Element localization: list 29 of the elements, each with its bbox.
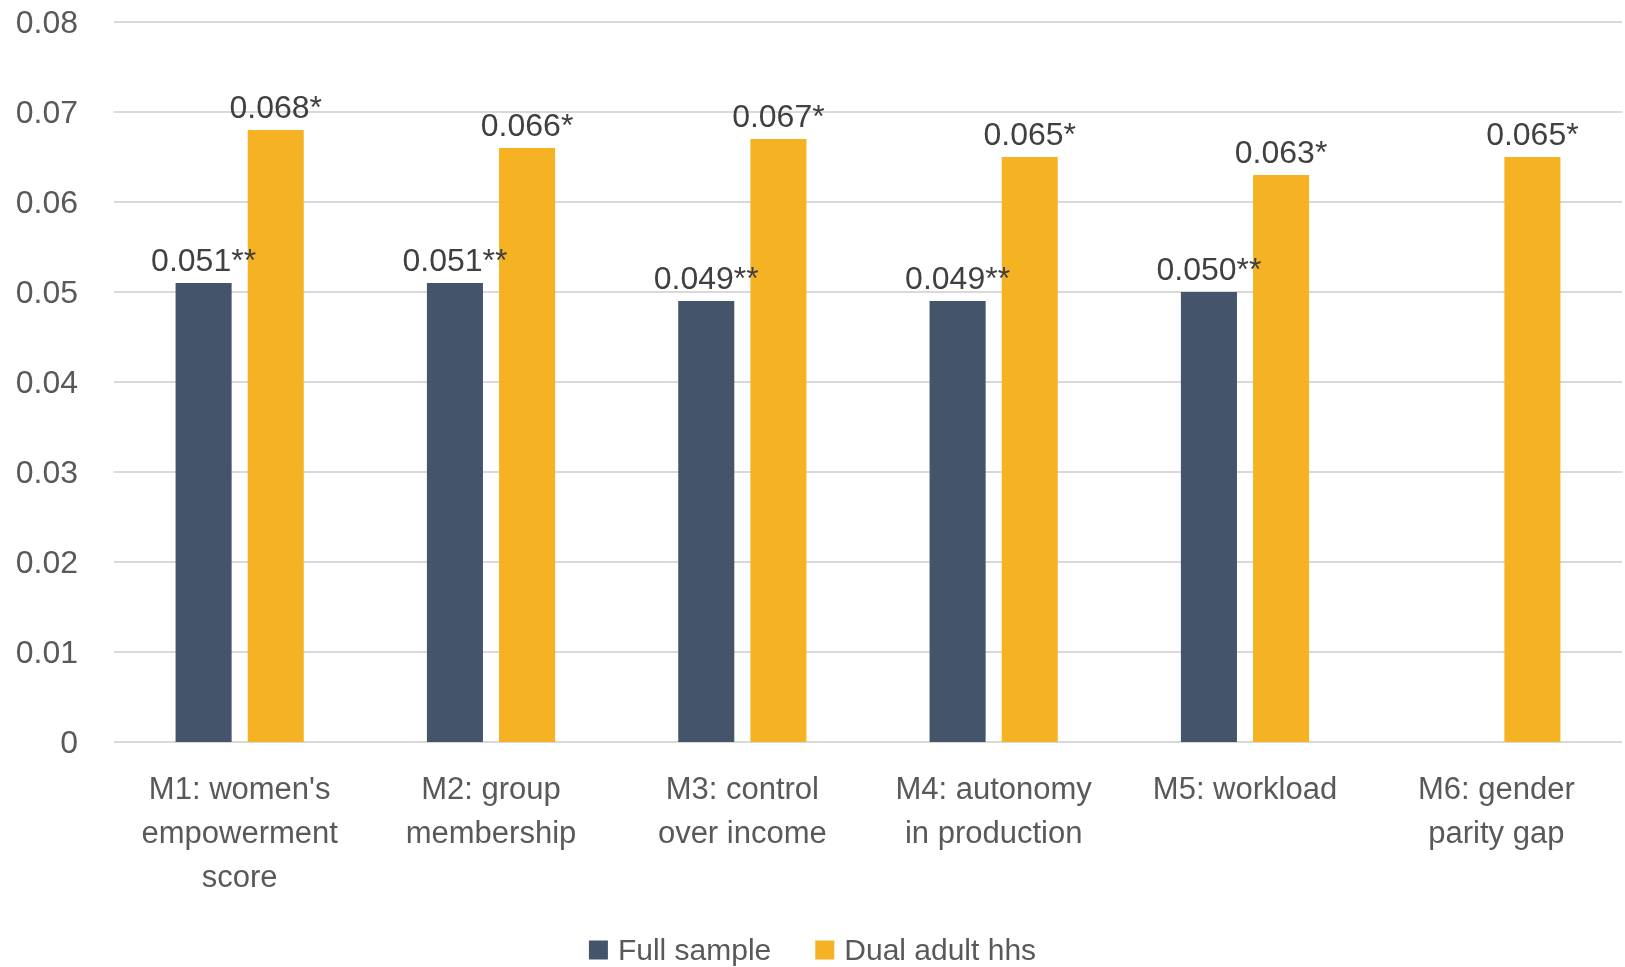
legend-label: Dual adult hhs (844, 933, 1037, 966)
bar (1180, 292, 1237, 742)
y-tick-label: 0.02 (15, 544, 78, 581)
y-tick-label: 0.07 (15, 94, 78, 131)
data-label: 0.065* (983, 116, 1076, 152)
data-label: 0.067* (732, 98, 825, 134)
y-tick-label: 0.06 (15, 184, 78, 221)
data-label: 0.063* (1234, 134, 1328, 170)
x-tick-label: M3: control over income (657, 771, 827, 850)
y-tick-label: 0.08 (15, 4, 78, 41)
x-tick-label: M2: group membership (405, 771, 577, 850)
data-label: 0.068* (229, 89, 322, 125)
bar (426, 283, 483, 742)
data-label: 0.066* (480, 107, 574, 143)
bar (1504, 157, 1561, 742)
y-tick-label: 0.05 (15, 274, 78, 311)
x-tick-label: M1: women's empowerment score (141, 771, 339, 894)
y-tick-label: 0.03 (15, 454, 78, 491)
x-tick-label: M4: autonomy in production (895, 771, 1093, 850)
y-tick-label: 0.04 (15, 364, 78, 401)
bar (678, 301, 735, 742)
x-tick-label: M6: gender parity gap (1417, 771, 1575, 850)
legend-label: Full sample (617, 933, 772, 966)
bar (175, 283, 232, 742)
bar (929, 301, 986, 742)
y-tick-label: 0.01 (15, 634, 78, 671)
data-label: 0.065* (1486, 116, 1579, 152)
x-tick-label: M5: workload (1152, 771, 1338, 806)
y-tick-label: 0 (60, 724, 78, 761)
